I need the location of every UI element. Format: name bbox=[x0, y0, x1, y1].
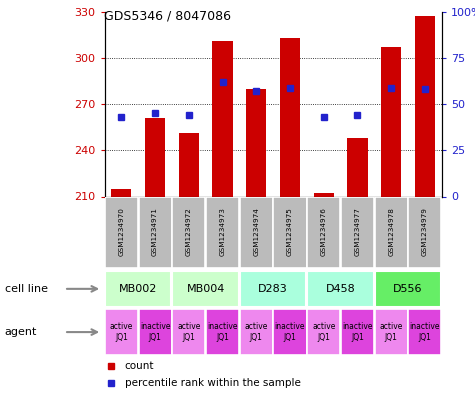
Text: GSM1234974: GSM1234974 bbox=[253, 207, 259, 256]
Text: inactive
JQ1: inactive JQ1 bbox=[140, 322, 171, 342]
Bar bbox=[212, 41, 233, 196]
Text: GSM1234979: GSM1234979 bbox=[422, 207, 428, 256]
Bar bbox=[408, 197, 441, 268]
Bar bbox=[246, 89, 266, 196]
Bar bbox=[111, 189, 132, 196]
Text: D458: D458 bbox=[326, 284, 355, 294]
Bar bbox=[274, 309, 306, 355]
Text: percentile rank within the sample: percentile rank within the sample bbox=[125, 378, 301, 387]
Text: GSM1234973: GSM1234973 bbox=[219, 207, 226, 256]
Bar bbox=[145, 118, 165, 196]
Bar bbox=[314, 193, 334, 196]
Text: GSM1234970: GSM1234970 bbox=[118, 207, 124, 256]
Text: GSM1234977: GSM1234977 bbox=[354, 207, 361, 256]
Text: count: count bbox=[125, 361, 154, 371]
Text: inactive
JQ1: inactive JQ1 bbox=[342, 322, 373, 342]
Text: inactive
JQ1: inactive JQ1 bbox=[409, 322, 440, 342]
Text: MB004: MB004 bbox=[187, 284, 225, 294]
Bar bbox=[172, 309, 205, 355]
Text: active
JQ1: active JQ1 bbox=[177, 322, 200, 342]
Text: GSM1234971: GSM1234971 bbox=[152, 207, 158, 256]
Text: GSM1234972: GSM1234972 bbox=[186, 207, 192, 256]
Bar bbox=[139, 309, 171, 355]
Text: active
JQ1: active JQ1 bbox=[312, 322, 335, 342]
Bar bbox=[172, 271, 239, 307]
Bar bbox=[172, 197, 205, 268]
Bar bbox=[307, 309, 340, 355]
Text: inactive
JQ1: inactive JQ1 bbox=[207, 322, 238, 342]
Bar bbox=[307, 197, 340, 268]
Text: cell line: cell line bbox=[5, 284, 48, 294]
Bar bbox=[347, 138, 368, 196]
Bar bbox=[206, 309, 239, 355]
Bar bbox=[415, 17, 435, 196]
Bar bbox=[375, 197, 408, 268]
Bar bbox=[408, 309, 441, 355]
Text: D283: D283 bbox=[258, 284, 288, 294]
Bar bbox=[375, 309, 408, 355]
Text: GSM1234976: GSM1234976 bbox=[321, 207, 327, 256]
Bar bbox=[240, 271, 306, 307]
Bar bbox=[105, 197, 138, 268]
Text: MB002: MB002 bbox=[119, 284, 157, 294]
Bar bbox=[139, 197, 171, 268]
Text: D556: D556 bbox=[393, 284, 423, 294]
Bar bbox=[375, 271, 441, 307]
Bar bbox=[381, 47, 401, 196]
Bar bbox=[179, 133, 199, 196]
Bar bbox=[280, 38, 300, 197]
Text: inactive
JQ1: inactive JQ1 bbox=[275, 322, 305, 342]
Text: active
JQ1: active JQ1 bbox=[110, 322, 133, 342]
Bar bbox=[206, 197, 239, 268]
Text: GSM1234975: GSM1234975 bbox=[287, 207, 293, 256]
Text: GSM1234978: GSM1234978 bbox=[388, 207, 394, 256]
Text: active
JQ1: active JQ1 bbox=[380, 322, 403, 342]
Text: GDS5346 / 8047086: GDS5346 / 8047086 bbox=[104, 10, 231, 23]
Text: active
JQ1: active JQ1 bbox=[245, 322, 268, 342]
Bar bbox=[274, 197, 306, 268]
Bar bbox=[341, 197, 374, 268]
Bar bbox=[341, 309, 374, 355]
Bar bbox=[105, 271, 171, 307]
Bar bbox=[307, 271, 374, 307]
Bar bbox=[240, 197, 273, 268]
Bar bbox=[105, 309, 138, 355]
Text: agent: agent bbox=[5, 327, 37, 337]
Bar bbox=[240, 309, 273, 355]
